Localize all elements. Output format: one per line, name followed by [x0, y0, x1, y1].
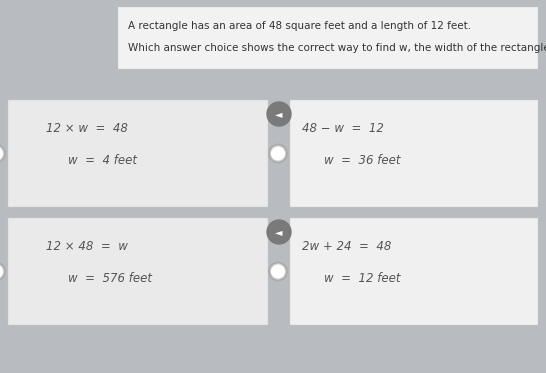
FancyBboxPatch shape	[290, 218, 538, 325]
Text: w  =  12 feet: w = 12 feet	[324, 272, 401, 285]
Circle shape	[271, 264, 285, 279]
Text: 12 × 48  =  w: 12 × 48 = w	[46, 239, 128, 253]
Circle shape	[267, 220, 291, 244]
Text: 48 − w  =  12: 48 − w = 12	[302, 122, 384, 135]
FancyBboxPatch shape	[290, 100, 538, 207]
Text: ◄: ◄	[275, 227, 283, 237]
Circle shape	[269, 144, 287, 163]
Circle shape	[0, 147, 3, 160]
Circle shape	[269, 263, 287, 280]
Text: w  =  576 feet: w = 576 feet	[68, 272, 152, 285]
Circle shape	[271, 147, 285, 160]
Text: 12 × w  =  48: 12 × w = 48	[46, 122, 128, 135]
FancyBboxPatch shape	[8, 218, 268, 325]
FancyBboxPatch shape	[118, 7, 538, 69]
Text: A rectangle has an area of 48 square feet and a length of 12 feet.: A rectangle has an area of 48 square fee…	[128, 21, 471, 31]
Text: ◄: ◄	[275, 109, 283, 119]
Text: w  =  4 feet: w = 4 feet	[68, 154, 137, 166]
FancyBboxPatch shape	[8, 100, 268, 207]
Circle shape	[0, 264, 3, 279]
Text: Which answer choice shows the correct way to find w, the width of the rectangle?: Which answer choice shows the correct wa…	[128, 43, 546, 53]
Circle shape	[267, 102, 291, 126]
Text: 2w + 24  =  48: 2w + 24 = 48	[302, 239, 391, 253]
Circle shape	[0, 144, 5, 163]
Text: w  =  36 feet: w = 36 feet	[324, 154, 401, 166]
Circle shape	[0, 263, 5, 280]
